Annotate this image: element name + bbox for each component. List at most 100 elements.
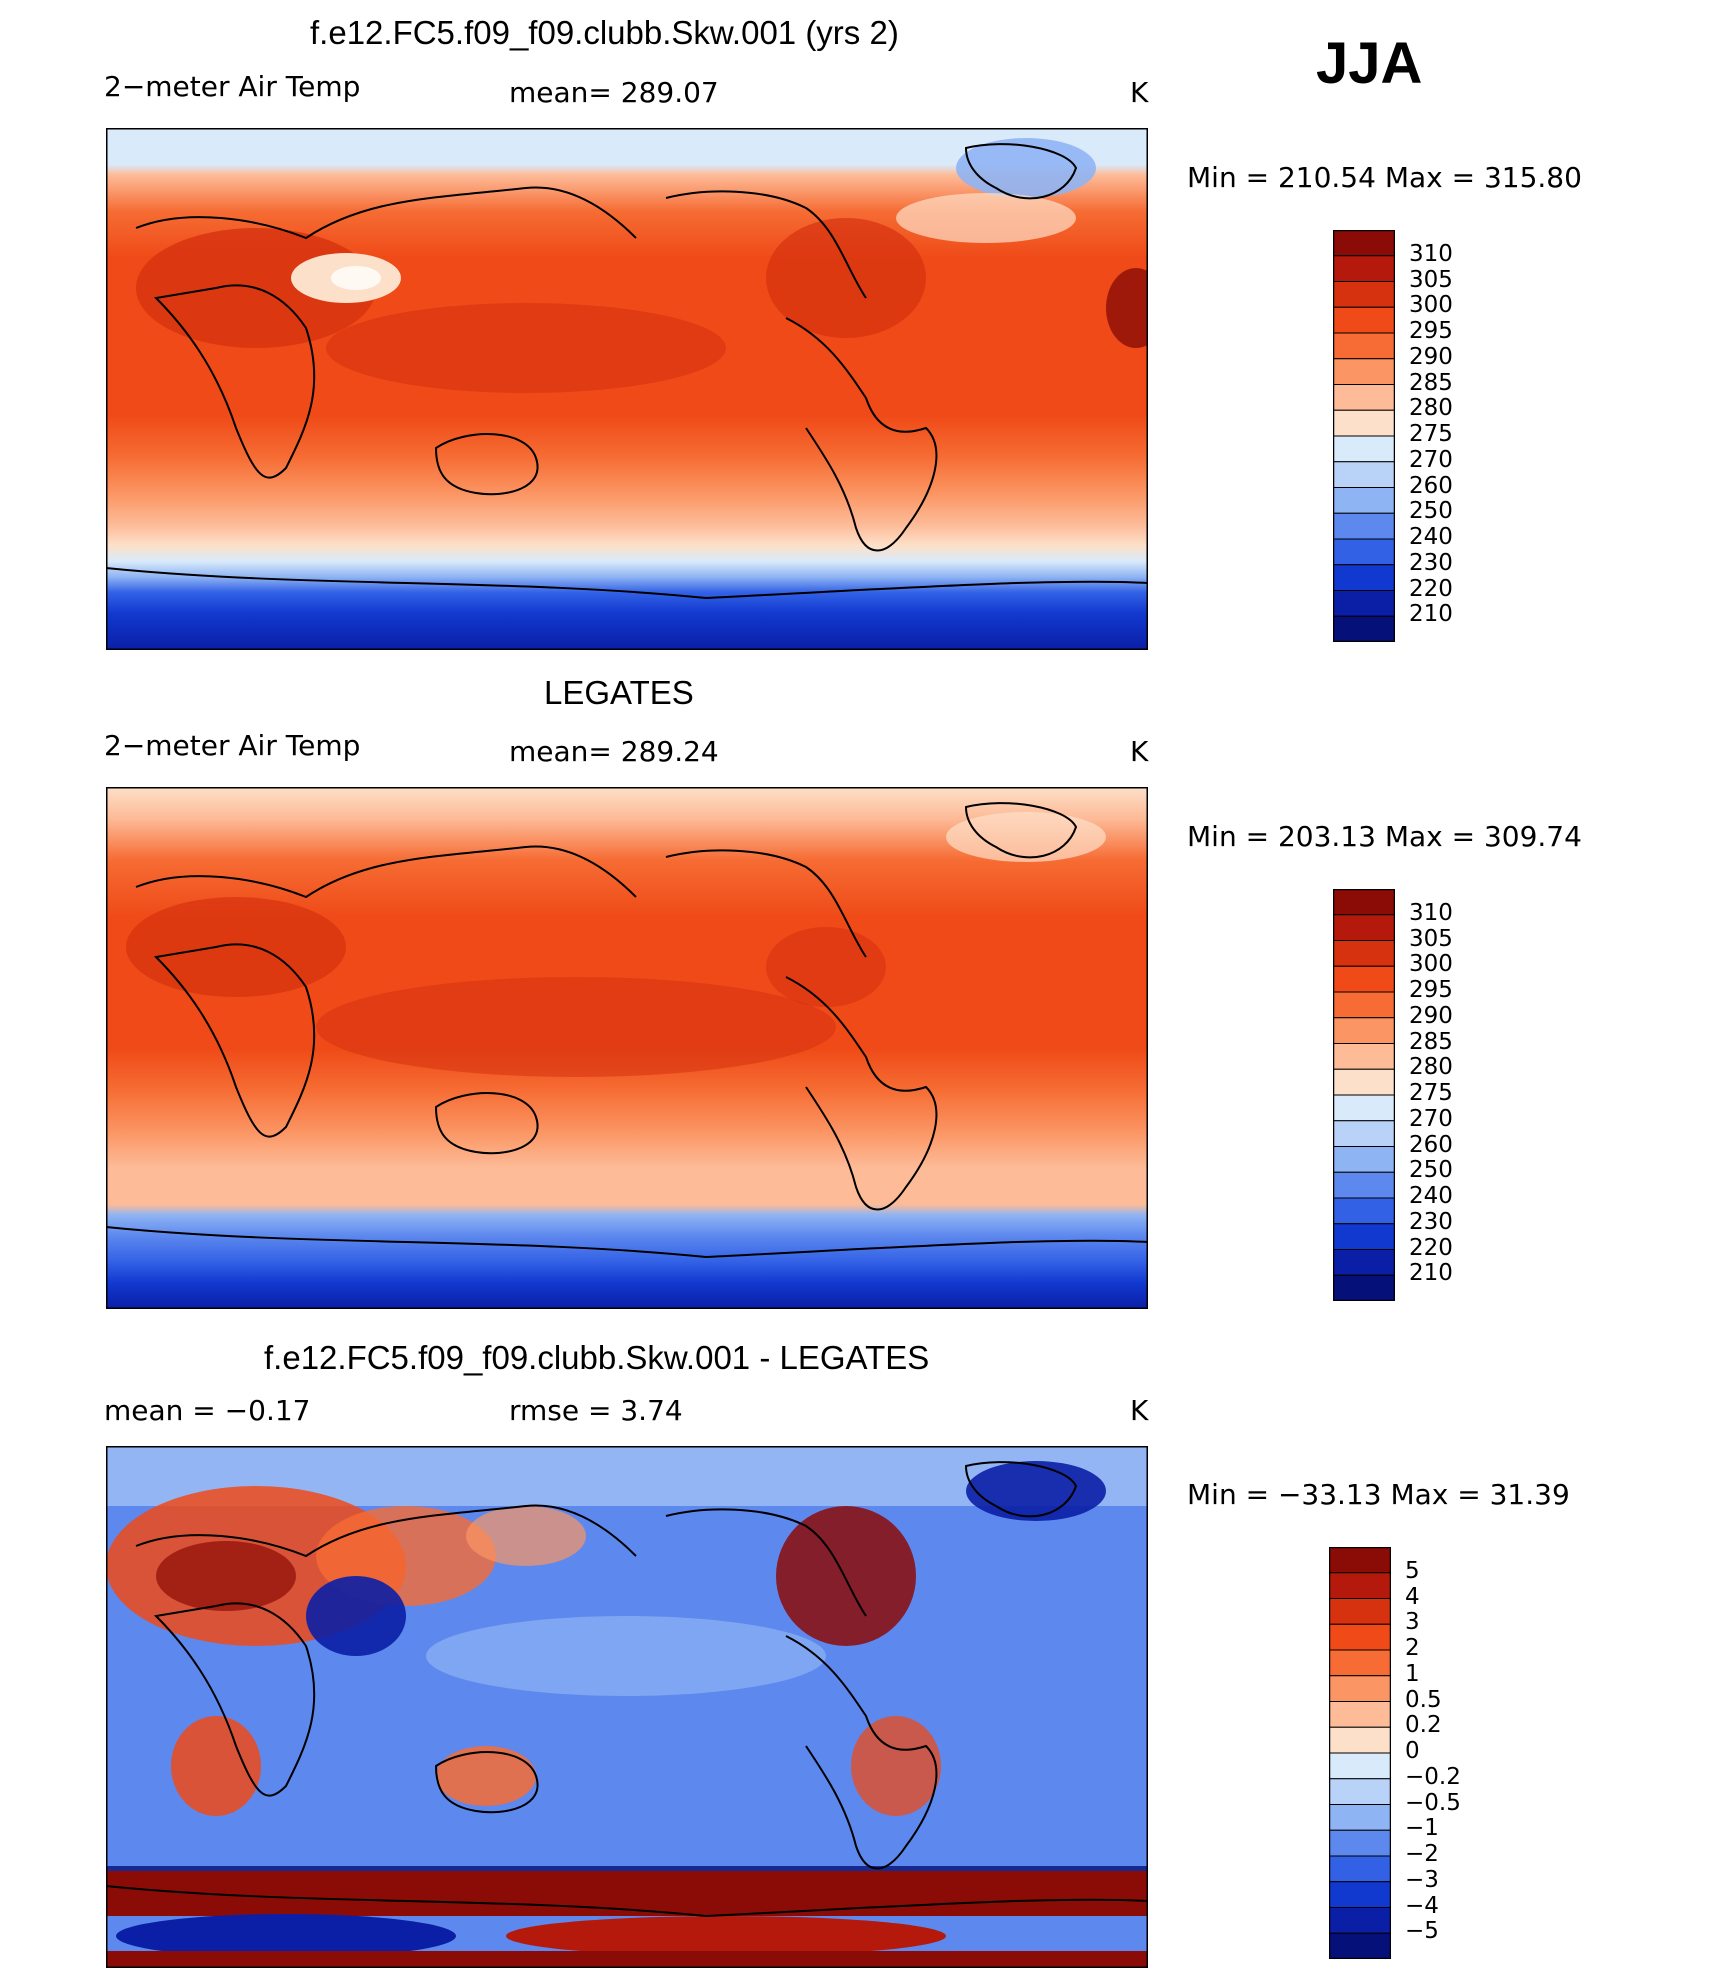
- colorbar-tick-label: 0.2: [1405, 1712, 1442, 1739]
- colorbar-tick-label: 4: [1405, 1583, 1420, 1610]
- colorbar-swatch: [1332, 1249, 1396, 1276]
- colorbar-swatch: [1332, 1094, 1396, 1122]
- colorbar-swatch: [1332, 1274, 1396, 1302]
- colorbar-swatch: [1332, 1171, 1396, 1199]
- colorbar-tick-label: 280: [1409, 1054, 1453, 1081]
- colorbar-swatch: [1328, 1932, 1392, 1960]
- colorbar-swatch: [1332, 1223, 1396, 1250]
- colorbar-tick-label: 290: [1409, 1002, 1453, 1029]
- panel-2-colorbar-swatches: [1332, 888, 1396, 1302]
- colorbar-swatch: [1332, 564, 1396, 591]
- colorbar-swatch: [1332, 1068, 1396, 1096]
- colorbar-tick-label: −5: [1405, 1918, 1439, 1945]
- panel-1-title: f.e12.FC5.f09_f09.clubb.Skw.001 (yrs 2): [310, 14, 899, 51]
- colorbar-tick-label: 275: [1409, 1080, 1453, 1106]
- colorbar-swatch: [1328, 1649, 1392, 1677]
- colorbar-tick-label: −0.5: [1405, 1789, 1461, 1816]
- colorbar-swatch: [1332, 1017, 1396, 1044]
- season-label: JJA: [1316, 31, 1423, 96]
- colorbar-tick-label: 0.5: [1405, 1686, 1442, 1713]
- panel-1-minmax: Min = 210.54 Max = 315.80: [1187, 161, 1582, 194]
- colorbar-tick-label: 290: [1409, 343, 1453, 370]
- colorbar-tick-label: 285: [1409, 369, 1453, 396]
- panel-2-left-label: 2−meter Air Temp: [104, 729, 361, 762]
- colorbar-swatch: [1328, 1572, 1392, 1599]
- colorbar-tick-label: 300: [1409, 951, 1453, 978]
- panel-2-map: [106, 787, 1148, 1309]
- colorbar-swatch: [1332, 991, 1396, 1019]
- colorbar-tick-label: 260: [1409, 472, 1453, 499]
- panel-1-center-label: mean= 289.07: [509, 76, 719, 109]
- colorbar-swatch: [1328, 1855, 1392, 1883]
- panel-3-map: [106, 1446, 1148, 1968]
- panel-2-colorbar: 310 305 300 295 290 285 280 275 270 260 250 240 230 2…: [1332, 888, 1453, 1306]
- colorbar-tick-label: 1: [1405, 1660, 1420, 1687]
- colorbar-swatch: [1328, 1675, 1392, 1702]
- colorbar-tick-label: 240: [1409, 1183, 1453, 1209]
- colorbar-swatch: [1328, 1598, 1392, 1625]
- colorbar-swatch: [1328, 1726, 1392, 1754]
- colorbar-swatch: [1328, 1804, 1392, 1831]
- panel-3-left-label: mean = −0.17: [104, 1394, 311, 1427]
- colorbar-tick-label: 250: [1409, 1157, 1453, 1184]
- colorbar-tick-label: 5: [1405, 1557, 1420, 1584]
- colorbar-swatch: [1332, 1197, 1396, 1225]
- colorbar-tick-label: 230: [1409, 549, 1453, 576]
- colorbar-swatch: [1332, 409, 1396, 437]
- colorbar-swatch: [1328, 1701, 1392, 1728]
- colorbar-swatch: [1332, 512, 1396, 540]
- colorbar-swatch: [1332, 1043, 1396, 1070]
- colorbar-swatch: [1328, 1546, 1392, 1574]
- colorbar-swatch: [1332, 940, 1396, 967]
- colorbar-tick-label: 210: [1409, 1260, 1453, 1287]
- colorbar-swatch: [1332, 384, 1396, 411]
- colorbar-tick-label: 295: [1409, 318, 1453, 344]
- colorbar-swatch: [1332, 461, 1396, 488]
- colorbar-swatch: [1332, 281, 1396, 308]
- colorbar-swatch: [1328, 1881, 1392, 1908]
- panel-2-title: LEGATES: [544, 674, 694, 711]
- colorbar-tick-label: 210: [1409, 601, 1453, 628]
- colorbar-tick-label: 270: [1409, 446, 1453, 473]
- colorbar-tick-label: −1: [1405, 1815, 1439, 1842]
- colorbar-tick-label: 305: [1409, 266, 1453, 293]
- panel-3-title: f.e12.FC5.f09_f09.clubb.Skw.001 - LEGATE…: [264, 1339, 930, 1376]
- colorbar-swatch: [1332, 590, 1396, 617]
- panel-1-left-label: 2−meter Air Temp: [104, 70, 361, 103]
- colorbar-tick-label: 250: [1409, 498, 1453, 525]
- panel-3-center-label: rmse = 3.74: [509, 1394, 683, 1427]
- colorbar-swatch: [1332, 615, 1396, 643]
- colorbar-swatch: [1328, 1907, 1392, 1934]
- colorbar-swatch: [1328, 1829, 1392, 1857]
- panel-1-unit: K: [1130, 76, 1149, 109]
- colorbar-tick-label: 285: [1409, 1028, 1453, 1055]
- colorbar-swatch: [1328, 1778, 1392, 1805]
- colorbar-swatch: [1332, 435, 1396, 463]
- colorbar-swatch: [1332, 914, 1396, 941]
- colorbar-swatch: [1332, 358, 1396, 385]
- panel-3-colorbar-swatches: [1328, 1546, 1392, 1960]
- colorbar-swatch: [1332, 332, 1396, 360]
- colorbar-tick-label: 275: [1409, 421, 1453, 447]
- colorbar-tick-label: 240: [1409, 524, 1453, 550]
- colorbar-tick-label: 260: [1409, 1131, 1453, 1158]
- colorbar-tick-label: 310: [1409, 240, 1453, 267]
- colorbar-swatch: [1328, 1623, 1392, 1651]
- colorbar-tick-label: −2: [1405, 1841, 1439, 1867]
- colorbar-tick-label: 0: [1405, 1738, 1420, 1764]
- colorbar-tick-label: −0.2: [1405, 1763, 1461, 1790]
- colorbar-tick-label: 270: [1409, 1105, 1453, 1132]
- colorbar-tick-label: 310: [1409, 899, 1453, 926]
- colorbar-swatch: [1332, 888, 1396, 916]
- colorbar-swatch: [1332, 1120, 1396, 1147]
- panel-2-minmax: Min = 203.13 Max = 309.74: [1187, 820, 1582, 853]
- colorbar-swatch: [1328, 1752, 1392, 1780]
- panel-3-colorbar: 5 4 3 2 1 0.5 0.2 0 −0.2 −0.5 −1 −2 −3 −4 −5: [1328, 1546, 1461, 1964]
- colorbar-tick-label: 280: [1409, 395, 1453, 422]
- panel-2-unit: K: [1130, 735, 1149, 768]
- panel-1-colorbar: 310 305 300 295 290 285 280 275 270 260 250 240 230 2…: [1332, 229, 1453, 647]
- colorbar-tick-label: 220: [1409, 1234, 1453, 1261]
- colorbar-tick-label: 300: [1409, 292, 1453, 319]
- colorbar-swatch: [1332, 487, 1396, 514]
- colorbar-swatch: [1332, 229, 1396, 257]
